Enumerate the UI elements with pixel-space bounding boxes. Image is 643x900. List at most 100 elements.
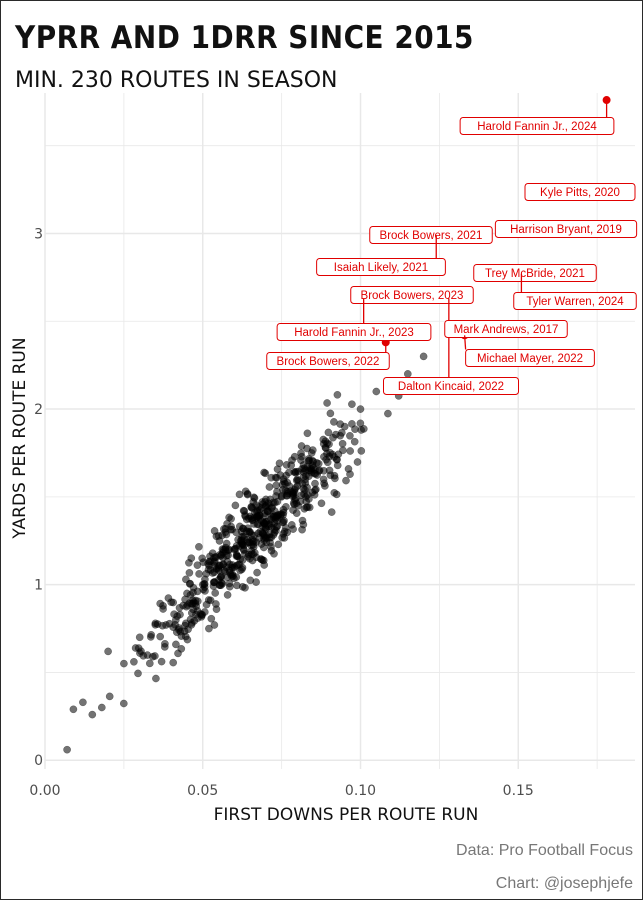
scatter-point	[159, 605, 167, 613]
scatter-point	[297, 449, 305, 458]
scatter-point	[198, 554, 207, 563]
y-tick-label: 0	[34, 753, 43, 769]
scatter-point	[419, 352, 428, 361]
scatter-point	[225, 579, 234, 588]
annotation-label: Trey McBride, 2021	[485, 268, 585, 280]
scatter-point	[104, 647, 112, 656]
y-tick-label: 3	[34, 226, 43, 242]
scatter-point	[384, 409, 392, 418]
scatter-point	[185, 558, 193, 567]
scatter-point	[323, 439, 332, 448]
scatter-point	[211, 589, 220, 597]
caption-credit: Chart: @josephjefe	[496, 875, 633, 892]
annotation-label: Brock Bowers, 2021	[380, 230, 483, 242]
scatter-point	[280, 527, 289, 536]
annotation-box	[266, 352, 390, 370]
scatter-point	[298, 465, 306, 473]
scatter-point	[243, 489, 252, 498]
scatter-point	[344, 465, 353, 473]
annotation-label: Dalton Kincaid, 2022	[398, 381, 504, 393]
scatter-point	[228, 561, 237, 569]
scatter-point	[320, 479, 328, 488]
scatter-point	[342, 476, 350, 485]
chart-title: YPRR AND 1DRR SINCE 2015	[14, 20, 474, 56]
scatter-point	[164, 594, 173, 602]
scatter-point	[212, 605, 221, 614]
scatter-point	[189, 588, 197, 597]
scatter-point	[327, 508, 336, 516]
scatter-point	[217, 581, 225, 590]
scatter-point	[195, 542, 203, 551]
scatter-point	[261, 497, 270, 506]
scatter-point	[346, 447, 355, 455]
annotation-label: Michael Mayer, 2022	[477, 353, 583, 365]
scatter-point	[311, 470, 320, 478]
scatter-point	[350, 437, 359, 446]
scatter-point	[308, 456, 317, 465]
scatter-point	[193, 561, 202, 570]
scatter-point	[291, 494, 300, 503]
scatter-point	[372, 387, 381, 396]
scatter-point	[292, 509, 301, 518]
scatter-point	[158, 621, 167, 630]
scatter-point	[288, 456, 296, 465]
annotation-label: Isaiah Likely, 2021	[334, 262, 428, 274]
scatter-point	[336, 420, 345, 428]
annotation-label: Brock Bowers, 2022	[277, 356, 380, 368]
scatter-point	[185, 568, 194, 577]
annotation-label: Harold Fannin Jr., 2023	[294, 327, 414, 339]
annotation-label: Harold Fannin Jr., 2024	[477, 121, 597, 133]
scatter-point	[275, 459, 284, 468]
scatter-point	[248, 516, 257, 524]
scatter-point	[291, 468, 300, 477]
scatter-point	[281, 479, 289, 488]
scatter-point	[134, 669, 142, 678]
grid-lines	[44, 93, 635, 769]
scatter-point	[208, 549, 217, 558]
scatter-point	[175, 625, 183, 634]
scatter-point	[237, 527, 246, 536]
scatter-point	[177, 632, 186, 640]
scatter-point	[303, 483, 311, 492]
scatter-point	[271, 473, 280, 482]
scatter-point	[403, 370, 412, 378]
scatter-point	[308, 446, 317, 454]
scatter-point	[298, 525, 306, 534]
x-tick-label: 0.05	[187, 783, 218, 799]
y-tick-label: 2	[34, 402, 43, 418]
scatter-point	[277, 492, 286, 500]
scatter-point	[69, 705, 78, 714]
scatter-point	[331, 474, 339, 483]
scatter-point	[227, 514, 235, 523]
scatter-point	[193, 614, 202, 622]
scatter-point	[151, 652, 159, 660]
scatter-point	[357, 447, 366, 455]
scatter-point	[200, 580, 209, 588]
x-tick-label: 0.10	[345, 783, 376, 799]
scatter-point	[240, 546, 248, 555]
annotation-box	[494, 220, 638, 238]
scatter-point	[353, 458, 362, 466]
scatter-point	[250, 493, 258, 502]
scatter-point	[267, 543, 275, 551]
scatter-point	[245, 538, 253, 546]
scatter-point	[278, 533, 287, 542]
scatter-point	[359, 425, 368, 433]
scatter-point	[283, 489, 292, 498]
scatter-point	[294, 501, 302, 510]
scatter-point	[226, 525, 235, 534]
scatter-point	[209, 582, 218, 591]
scatter-point	[220, 525, 228, 533]
annotation-box	[276, 323, 432, 341]
scatter-point	[311, 479, 319, 488]
scatter-point	[300, 490, 308, 498]
scatter-point	[216, 552, 225, 560]
scatter-point	[303, 429, 312, 438]
scatter-point	[346, 431, 354, 440]
scatter-point	[258, 556, 267, 564]
scatter-point	[328, 450, 337, 459]
scatter-point	[226, 568, 234, 577]
scatter-point	[214, 532, 223, 540]
